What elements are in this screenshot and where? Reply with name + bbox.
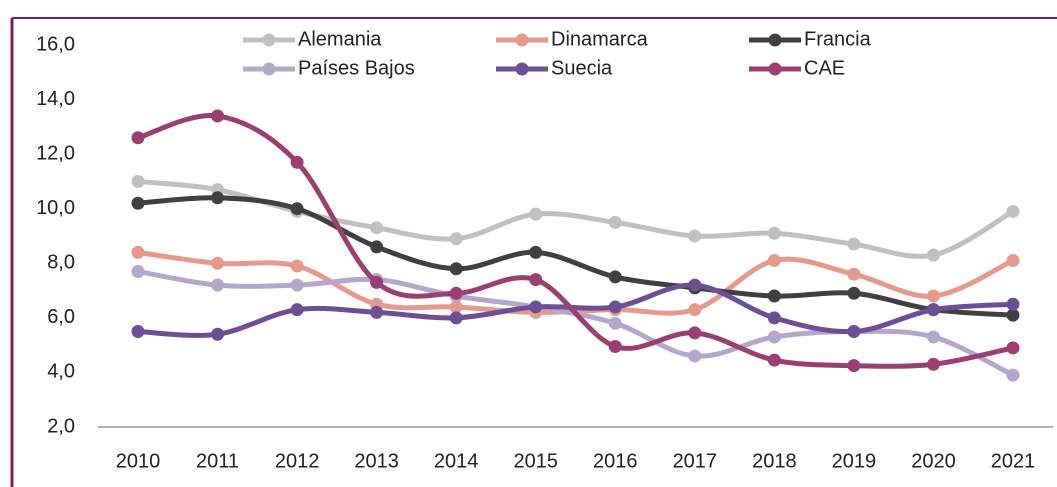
point [847,359,861,373]
legend-label: Alemania [298,28,382,50]
point [688,326,702,340]
point [1006,341,1020,355]
point [131,196,145,210]
point [767,311,781,325]
y-tick-label: 14,0 [36,88,75,110]
point [529,300,543,314]
legend-label: CAE [804,57,845,79]
point [211,278,225,292]
point [1006,368,1020,382]
legend-marker [768,33,782,47]
point [370,305,384,319]
point [767,289,781,303]
point [211,109,225,123]
y-tick-label: 8,0 [47,252,75,274]
legend-label: Suecia [551,57,613,79]
point [688,229,702,243]
legend-marker [515,33,529,47]
point [926,303,940,317]
x-tick-label: 2011 [196,450,239,472]
y-tick-label: 2,0 [47,415,75,437]
point [290,202,304,216]
point [767,254,781,268]
point [370,240,384,254]
point [290,259,304,273]
point [847,286,861,300]
legend-marker [262,62,276,76]
point [1006,297,1020,311]
point [370,221,384,235]
x-tick-label: 2018 [752,450,797,472]
point [608,316,622,330]
point [131,325,145,338]
point [131,131,145,145]
point [211,256,225,270]
point [767,330,781,344]
point [211,191,225,205]
point [449,262,463,276]
point [767,226,781,240]
x-tick-label: 2021 [991,450,1036,472]
x-tick-label: 2014 [434,450,479,472]
point [926,289,940,303]
y-tick-label: 4,0 [47,361,75,383]
point [688,349,702,363]
point [1006,254,1020,268]
point [847,267,861,281]
legend-label: Países Bajos [298,57,415,79]
point [608,340,622,354]
point [847,237,861,251]
point [131,264,145,278]
point [449,300,463,314]
point [608,300,622,314]
point [290,278,304,292]
x-tick-label: 2019 [832,450,877,472]
point [1006,204,1020,218]
y-tick-label: 16,0 [36,33,75,55]
legend-marker [262,33,276,47]
point [688,278,702,292]
legend-marker [768,62,782,76]
point [688,303,702,317]
y-tick-label: 10,0 [36,197,75,219]
point [449,232,463,246]
point [926,248,940,262]
legend-label: Francia [804,28,872,50]
point [211,327,225,341]
point [608,270,622,284]
point [290,155,304,169]
series-line [137,282,1014,338]
point [449,311,463,325]
point [926,330,940,344]
x-tick-label: 2020 [911,450,956,472]
point [1006,308,1020,322]
point [449,286,463,300]
x-tick-label: 2015 [513,450,558,472]
x-tick-label: 2017 [673,450,718,472]
point [131,174,145,188]
point [131,245,145,259]
x-tick-label: 2013 [354,450,399,472]
series-line [137,178,1015,259]
legend-label: Dinamarca [551,28,649,50]
point [370,275,384,289]
x-tick-label: 2012 [275,450,320,472]
point [529,273,543,287]
point [290,303,304,317]
legend-marker [515,62,529,76]
y-tick-label: 6,0 [47,306,75,328]
point [608,215,622,229]
point [926,357,940,371]
y-tick-label: 12,0 [36,142,75,164]
series-line [137,112,1014,369]
point [767,353,781,367]
x-tick-label: 2016 [593,450,638,472]
point [529,245,543,259]
point [529,207,543,221]
x-tick-label: 2010 [116,450,161,472]
point [847,325,861,338]
